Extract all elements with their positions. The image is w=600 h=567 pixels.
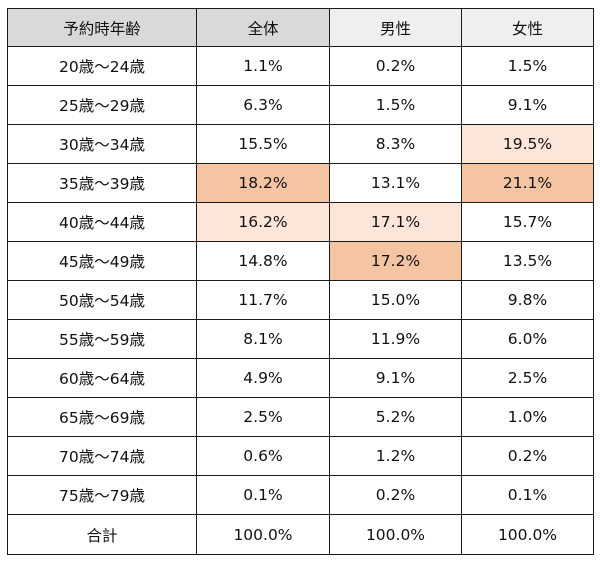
male-cell: 9.1% xyxy=(329,358,462,398)
age-cell: 20歳～24歳 xyxy=(7,46,197,86)
all-cell-highlight: 16.2% xyxy=(196,202,330,242)
age-cell: 25歳～29歳 xyxy=(7,85,197,125)
male-cell: 1.5% xyxy=(329,85,462,125)
table-row: 20歳～24歳 1.1% 0.2% 1.5% xyxy=(7,46,594,86)
all-cell: 11.7% xyxy=(196,280,330,320)
table-row: 55歳～59歳 8.1% 11.9% 6.0% xyxy=(7,319,594,359)
total-all: 100.0% xyxy=(196,514,330,555)
header-age: 予約時年齢 xyxy=(7,8,197,47)
age-cell: 75歳～79歳 xyxy=(7,475,197,515)
age-cell: 65歳～69歳 xyxy=(7,397,197,437)
table-row: 70歳～74歳 0.6% 1.2% 0.2% xyxy=(7,436,594,476)
age-cell: 45歳～49歳 xyxy=(7,241,197,281)
female-cell: 0.1% xyxy=(461,475,594,515)
female-cell: 1.5% xyxy=(461,46,594,86)
age-cell: 60歳～64歳 xyxy=(7,358,197,398)
male-cell: 0.2% xyxy=(329,475,462,515)
female-cell: 2.5% xyxy=(461,358,594,398)
age-cell: 70歳～74歳 xyxy=(7,436,197,476)
all-cell: 1.1% xyxy=(196,46,330,86)
total-male: 100.0% xyxy=(329,514,462,555)
table-row: 60歳～64歳 4.9% 9.1% 2.5% xyxy=(7,358,594,398)
age-cell: 30歳～34歳 xyxy=(7,124,197,164)
male-cell: 0.2% xyxy=(329,46,462,86)
female-cell: 15.7% xyxy=(461,202,594,242)
table-row: 65歳～69歳 2.5% 5.2% 1.0% xyxy=(7,397,594,437)
age-cell: 40歳～44歳 xyxy=(7,202,197,242)
female-cell: 13.5% xyxy=(461,241,594,281)
all-cell: 0.6% xyxy=(196,436,330,476)
table-row: 50歳～54歳 11.7% 15.0% 9.8% xyxy=(7,280,594,320)
female-cell: 9.1% xyxy=(461,85,594,125)
male-cell-highlight: 17.1% xyxy=(329,202,462,242)
table-row: 40歳～44歳 16.2% 17.1% 15.7% xyxy=(7,202,594,242)
male-cell: 5.2% xyxy=(329,397,462,437)
male-cell: 13.1% xyxy=(329,163,462,203)
all-cell: 0.1% xyxy=(196,475,330,515)
total-female: 100.0% xyxy=(461,514,594,555)
header-row: 予約時年齢 全体 男性 女性 xyxy=(7,8,594,47)
all-cell: 4.9% xyxy=(196,358,330,398)
header-female: 女性 xyxy=(461,8,594,47)
age-distribution-table-container: 予約時年齢 全体 男性 女性 20歳～24歳 1.1% 0.2% 1.5% 25… xyxy=(7,8,594,555)
male-cell: 8.3% xyxy=(329,124,462,164)
age-cell: 35歳～39歳 xyxy=(7,163,197,203)
all-cell: 14.8% xyxy=(196,241,330,281)
female-cell-highlight: 19.5% xyxy=(461,124,594,164)
header-male: 男性 xyxy=(329,8,462,47)
table-row: 30歳～34歳 15.5% 8.3% 19.5% xyxy=(7,124,594,164)
female-cell-highlight: 21.1% xyxy=(461,163,594,203)
all-cell-highlight: 18.2% xyxy=(196,163,330,203)
all-cell: 15.5% xyxy=(196,124,330,164)
female-cell: 1.0% xyxy=(461,397,594,437)
table-row: 75歳～79歳 0.1% 0.2% 0.1% xyxy=(7,475,594,515)
all-cell: 2.5% xyxy=(196,397,330,437)
header-all: 全体 xyxy=(196,8,330,47)
male-cell-highlight: 17.2% xyxy=(329,241,462,281)
male-cell: 11.9% xyxy=(329,319,462,359)
table-row: 25歳～29歳 6.3% 1.5% 9.1% xyxy=(7,85,594,125)
female-cell: 9.8% xyxy=(461,280,594,320)
male-cell: 1.2% xyxy=(329,436,462,476)
total-row: 合計 100.0% 100.0% 100.0% xyxy=(7,514,594,555)
age-distribution-table: 予約時年齢 全体 男性 女性 20歳～24歳 1.1% 0.2% 1.5% 25… xyxy=(7,8,594,555)
male-cell: 15.0% xyxy=(329,280,462,320)
female-cell: 6.0% xyxy=(461,319,594,359)
total-label: 合計 xyxy=(7,514,197,555)
table-row: 45歳～49歳 14.8% 17.2% 13.5% xyxy=(7,241,594,281)
table-row: 35歳～39歳 18.2% 13.1% 21.1% xyxy=(7,163,594,203)
all-cell: 6.3% xyxy=(196,85,330,125)
female-cell: 0.2% xyxy=(461,436,594,476)
age-cell: 55歳～59歳 xyxy=(7,319,197,359)
all-cell: 8.1% xyxy=(196,319,330,359)
age-cell: 50歳～54歳 xyxy=(7,280,197,320)
